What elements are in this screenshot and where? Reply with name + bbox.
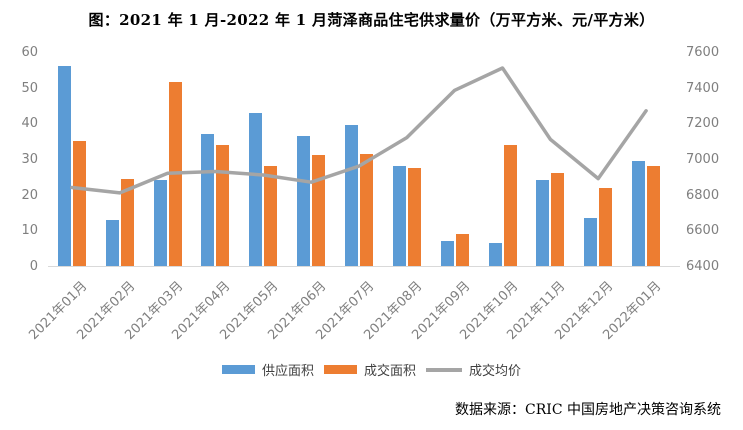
bar-supply-area (392, 166, 406, 266)
legend-label: 供应面积 (261, 364, 314, 379)
data-source: 数据来源：CRIC 中国房地产决策咨询系统 (455, 402, 721, 418)
y-axis-right-tick-label: 7000 (686, 152, 720, 167)
y-axis-right-tick-label: 6400 (686, 259, 720, 274)
bar-transaction-area (360, 153, 373, 266)
y-axis-left-tick-label: 60 (21, 45, 38, 60)
bar-transaction-area (407, 167, 421, 266)
legend-label: 成交均价 (469, 364, 522, 379)
y-axis-right-tick-label: 6800 (686, 187, 720, 203)
bar-transaction-area (264, 166, 278, 266)
bar-supply-area (297, 135, 311, 266)
bar-transaction-area (551, 173, 565, 266)
y-axis-right-tick-label: 7400 (686, 80, 720, 96)
y-axis-right-tick-label: 7600 (686, 45, 720, 60)
bar-supply-area (153, 180, 167, 266)
bar-transaction-area (312, 155, 326, 266)
y-axis-left-tick-label: 0 (29, 259, 38, 274)
legend-item-average-price: 成交均价 (426, 360, 521, 379)
y-axis-right-tick-label: 6600 (686, 223, 720, 239)
bar-supply-area (536, 180, 550, 266)
bar-supply-area (105, 219, 119, 266)
legend-bar-swatch (323, 365, 357, 374)
y-axis-left-tick-label: 10 (21, 223, 38, 239)
bar-supply-area (249, 112, 263, 266)
bar-supply-area (584, 217, 598, 266)
bar-transaction-area (455, 233, 469, 266)
bar-supply-area (488, 242, 502, 266)
chart-title: 图：2021 年 1 月-2022 年 1 月菏泽商品住宅供求量价（万平方米、元… (88, 11, 655, 29)
bar-transaction-area (72, 141, 86, 266)
bar-supply-area (632, 160, 646, 266)
y-axis-left-tick-label: 40 (21, 116, 38, 132)
bar-transaction-area (599, 187, 613, 266)
bar-transaction-area (647, 166, 661, 266)
y-axis-left-tick-label: 20 (21, 187, 38, 203)
legend-bar-swatch (221, 365, 255, 374)
plot-area (48, 52, 670, 266)
y-axis-left-tick-label: 50 (21, 80, 38, 96)
bar-supply-area (201, 134, 215, 266)
legend-item-transaction-area: 成交面积 (323, 360, 416, 379)
y-axis-right-tick-label: 7200 (686, 116, 720, 132)
bar-supply-area (345, 125, 358, 266)
bar-transaction-area (503, 144, 517, 266)
bar-supply-area (440, 241, 454, 266)
legend: 供应面积 成交面积 成交均价 (0, 360, 743, 379)
legend-label: 成交面积 (363, 364, 416, 379)
legend-line-marker (426, 367, 462, 372)
bar-supply-area (57, 66, 71, 266)
price-line (70, 66, 648, 195)
y-axis-left-tick-label: 30 (21, 152, 38, 167)
x-axis-line (48, 266, 680, 267)
bar-transaction-area (120, 178, 134, 266)
bar-transaction-area (216, 144, 230, 266)
legend-item-supply-area: 供应面积 (221, 360, 314, 379)
